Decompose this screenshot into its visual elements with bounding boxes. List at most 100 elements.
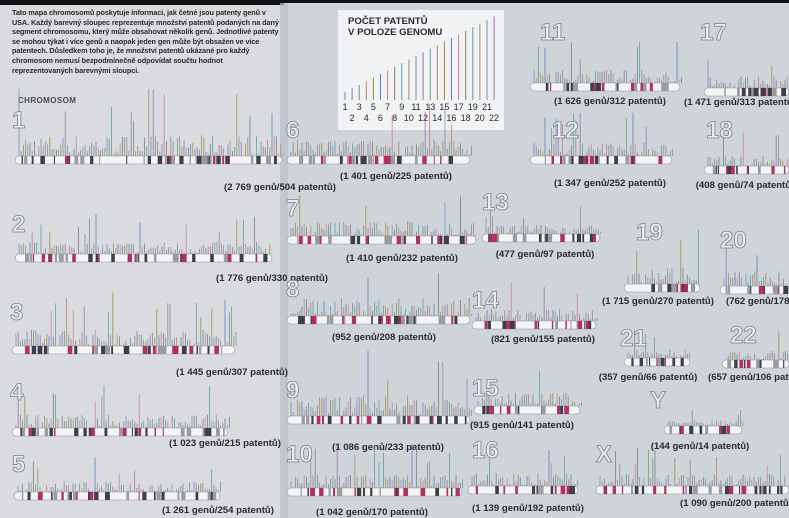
chromosome-band <box>783 166 786 174</box>
chromosome-band <box>448 156 451 164</box>
chromosome-band <box>550 486 554 494</box>
legend-number: 11 <box>411 102 420 112</box>
chromosome-band <box>781 88 787 96</box>
chromosome-band <box>657 284 663 292</box>
chromosome-band <box>495 486 499 494</box>
chromosome-band <box>311 316 317 324</box>
legend-number: 9 <box>399 102 404 112</box>
chromosome-band <box>222 428 225 436</box>
chromosome-band <box>726 166 728 174</box>
chromosome-band <box>403 488 408 496</box>
chromosome-band <box>640 83 643 91</box>
chromosome-label: 14 <box>472 287 499 314</box>
chromosome-band <box>399 316 403 324</box>
chromosome-band <box>753 88 758 96</box>
fold <box>280 3 288 518</box>
chromosome-band <box>297 236 299 244</box>
chromosome-band <box>534 486 536 494</box>
chromosome-band <box>144 254 148 262</box>
chromosome-band <box>27 492 31 500</box>
chromosome-band <box>572 486 576 494</box>
chromosome-band <box>649 83 653 91</box>
chromosome-band <box>25 254 29 262</box>
legend-number: 20 <box>475 113 485 123</box>
chromosome-band <box>349 236 352 244</box>
chromosome-band <box>266 156 269 164</box>
chromosome-band <box>422 156 427 164</box>
chromosome-band <box>65 254 68 262</box>
chromosome-band <box>164 156 167 164</box>
chromosome-band <box>142 492 147 500</box>
chromosome-band <box>333 488 336 496</box>
chromosome-band <box>555 321 559 329</box>
chromosome-band <box>177 492 180 500</box>
chromosome-band <box>171 156 175 164</box>
chromosome-band <box>440 156 442 164</box>
chromosome-band <box>532 486 535 494</box>
chromosome-band <box>53 156 55 164</box>
chromosome-band <box>300 316 305 324</box>
chromosome-band <box>554 486 557 494</box>
chromosome-band <box>486 406 490 414</box>
chromosome-band <box>730 166 735 174</box>
chromosome-band <box>385 316 391 324</box>
chromosome-band <box>167 156 170 164</box>
chromosome-band <box>68 492 72 500</box>
legend-number: 10 <box>404 113 414 123</box>
chromosome-band <box>582 156 588 164</box>
chromosome-band <box>215 428 220 436</box>
chromosome-band <box>29 254 33 262</box>
chromosome-band <box>739 486 741 494</box>
chromosome-band <box>664 358 666 366</box>
chromosome-band <box>65 156 69 164</box>
chromosome-band <box>127 254 132 262</box>
chromosome-band <box>174 254 176 262</box>
legend-number: 12 <box>418 113 428 123</box>
chromosome-band <box>147 156 151 164</box>
chromosome-band <box>239 254 244 262</box>
chromosome-band <box>183 254 185 262</box>
chromosome-band <box>595 83 601 91</box>
chromosome-band <box>356 416 360 424</box>
chromosome-band <box>760 486 766 494</box>
chromosome-band <box>145 428 148 436</box>
chromosome-band <box>396 236 401 244</box>
chromosome-band <box>631 156 633 164</box>
chromosome-band <box>256 156 261 164</box>
legend-number: 7 <box>385 102 390 112</box>
chromosome-band <box>615 83 619 91</box>
chromosome-band <box>587 156 589 164</box>
chromosome-band <box>67 346 73 354</box>
chromosome-band <box>455 488 460 496</box>
chromosome-band <box>649 358 651 366</box>
chromosome-band <box>49 428 53 436</box>
chromosome-band <box>736 88 740 96</box>
chromosome-label: 20 <box>720 227 747 254</box>
chromosome-band <box>560 234 565 242</box>
chromosome-band <box>631 486 633 494</box>
chromosome-band <box>464 416 467 424</box>
chromosome-band <box>310 316 313 324</box>
chromosome-band <box>642 83 647 91</box>
chromosome-band <box>42 254 46 262</box>
chromosome-band <box>212 492 217 500</box>
chromosome-band <box>363 156 367 164</box>
chromosome-band <box>415 236 421 244</box>
chromosome-band <box>180 428 185 436</box>
chromosome-band <box>407 416 411 424</box>
chromosome-caption: (1 042 genů/170 patentů) <box>316 507 428 518</box>
chromosome-band <box>576 321 582 329</box>
chromosome-band <box>503 486 506 494</box>
chromosome-band <box>131 428 133 436</box>
chromosome-band <box>783 360 785 368</box>
chromosome-band <box>566 83 570 91</box>
chromosome-band <box>568 156 573 164</box>
chromosome-label: 18 <box>706 117 733 144</box>
legend-number: 5 <box>371 102 376 112</box>
chromosome-band <box>371 316 373 324</box>
chromosome-band <box>227 254 232 262</box>
chromosome-band <box>214 346 219 354</box>
chromosome-band <box>307 236 312 244</box>
chromosome-band <box>126 492 130 500</box>
chromosome-band <box>475 486 478 494</box>
